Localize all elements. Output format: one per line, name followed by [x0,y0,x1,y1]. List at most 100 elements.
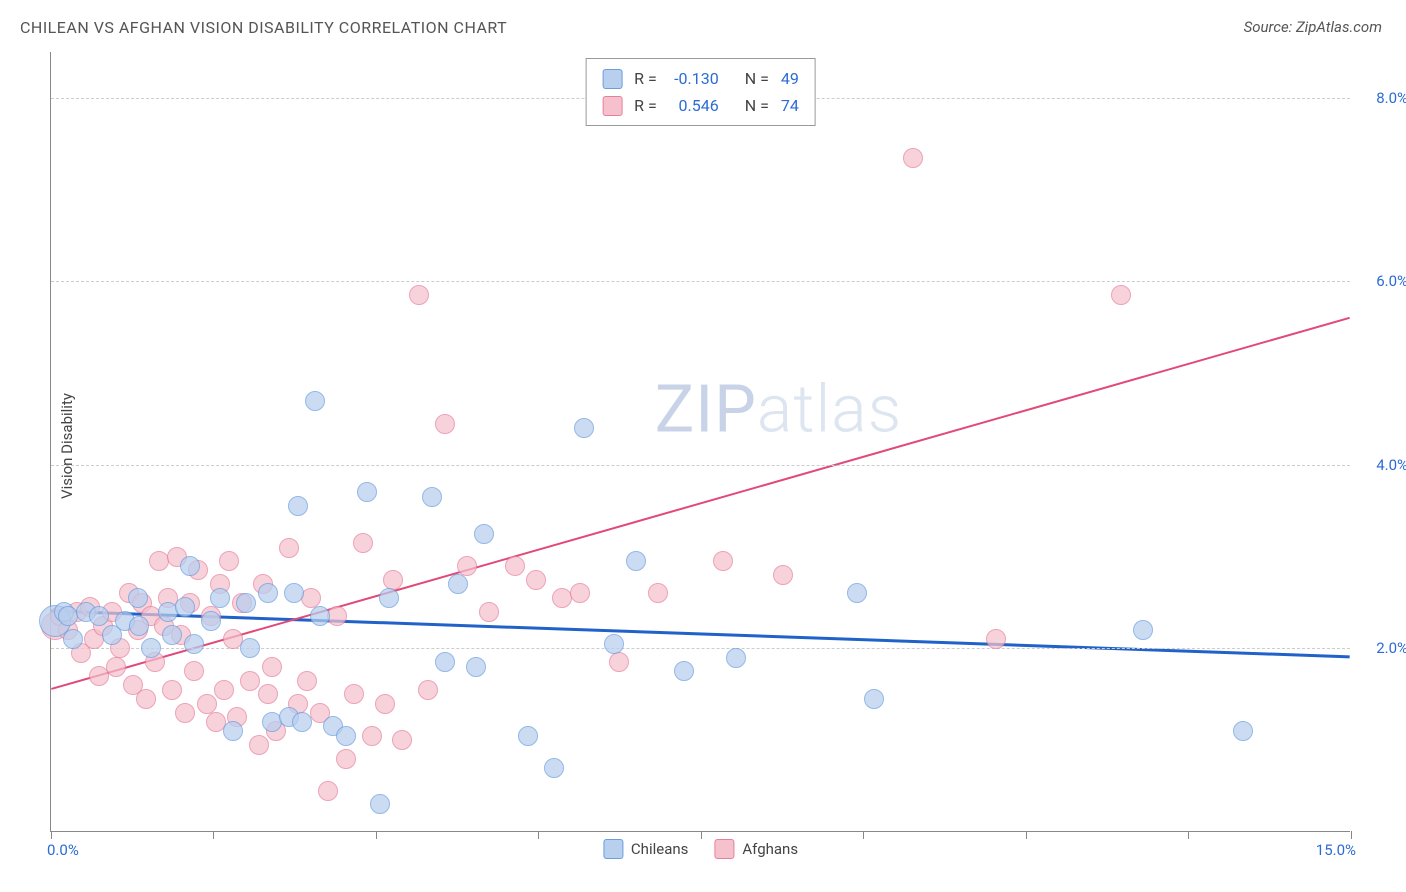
data-point-chileans [292,712,312,732]
data-point-afghans [258,684,278,704]
data-point-chileans [258,583,278,603]
data-point-afghans [903,148,923,168]
data-point-afghans [262,657,282,677]
data-point-afghans [375,694,395,714]
chart-title: CHILEAN VS AFGHAN VISION DISABILITY CORR… [20,18,507,37]
data-point-chileans [357,482,377,502]
y-axis-tick-label: 8.0% [1376,89,1406,107]
x-axis-tick [538,831,539,839]
data-point-chileans [128,588,148,608]
stat-r-label: R = [634,65,657,92]
data-point-afghans [197,694,217,714]
data-point-chileans [1233,721,1253,741]
data-point-afghans [648,583,668,603]
data-point-chileans [448,574,468,594]
data-point-chileans [726,648,746,668]
data-point-afghans [418,680,438,700]
data-point-chileans [210,588,230,608]
data-point-afghans [457,556,477,576]
data-point-afghans [435,414,455,434]
stat-n-value: 49 [781,65,799,92]
x-axis-tick [1351,831,1352,839]
data-point-chileans [240,638,260,658]
data-point-afghans [162,680,182,700]
swatch-icon [602,96,622,116]
x-axis-tick [376,831,377,839]
legend-label: Afghans [742,840,798,858]
legend: Chileans Afghans [603,839,798,859]
y-gridline [51,281,1350,282]
x-axis-tick [213,831,214,839]
data-point-chileans [544,758,564,778]
stat-r-value: 0.546 [665,92,719,119]
data-point-chileans [175,597,195,617]
data-point-afghans [136,689,156,709]
data-point-chileans [466,657,486,677]
data-point-chileans [336,726,356,746]
data-point-afghans [240,671,260,691]
stat-n-value: 74 [781,92,799,119]
data-point-chileans [223,721,243,741]
data-point-chileans [288,496,308,516]
data-point-chileans [574,418,594,438]
data-point-chileans [626,551,646,571]
data-point-afghans [362,726,382,746]
source-label: Source: ZipAtlas.com [1244,18,1382,36]
data-point-afghans [570,583,590,603]
data-point-afghans [219,551,239,571]
x-axis-max-label: 15.0% [1316,841,1356,859]
y-axis-tick-label: 2.0% [1376,639,1406,657]
x-axis-min-label: 0.0% [47,841,79,859]
data-point-afghans [279,538,299,558]
data-point-afghans [318,781,338,801]
legend-item-chileans: Chileans [603,839,688,859]
data-point-chileans [310,606,330,626]
x-axis-tick [1188,831,1189,839]
x-axis-tick [701,831,702,839]
data-point-chileans [370,794,390,814]
data-point-chileans [1133,620,1153,640]
data-point-chileans [305,391,325,411]
data-point-chileans [474,524,494,544]
data-point-chileans [129,616,149,636]
data-point-chileans [201,611,221,631]
swatch-icon [603,839,623,859]
data-point-chileans [180,556,200,576]
y-axis-tick-label: 6.0% [1376,272,1406,290]
data-point-chileans [674,661,694,681]
stats-row-chileans: R = -0.130 N = 49 [602,65,799,92]
data-point-afghans [327,606,347,626]
data-point-afghans [106,657,126,677]
stat-r-value: -0.130 [665,65,719,92]
data-point-afghans [409,285,429,305]
data-point-afghans [301,588,321,608]
stats-row-afghans: R = 0.546 N = 74 [602,92,799,119]
data-point-chileans [184,634,204,654]
y-axis-tick-label: 4.0% [1376,456,1406,474]
data-point-chileans [864,689,884,709]
data-point-chileans [284,583,304,603]
data-point-afghans [214,680,234,700]
data-point-afghans [505,556,525,576]
data-point-chileans [162,625,182,645]
swatch-icon [714,839,734,859]
data-point-afghans [344,684,364,704]
data-point-afghans [479,602,499,622]
stat-n-label: N = [745,65,769,92]
data-point-afghans [336,749,356,769]
plot-area: ZIPatlas 0.0% 15.0% R =-0.130N =49R =0.5… [50,52,1350,832]
stat-r-label: R = [634,92,657,119]
data-point-afghans [609,652,629,672]
x-axis-tick [51,831,52,839]
data-point-chileans [89,606,109,626]
data-point-afghans [353,533,373,553]
data-point-chileans [518,726,538,746]
legend-label: Chileans [631,840,688,858]
legend-item-afghans: Afghans [714,839,798,859]
data-point-chileans [379,588,399,608]
data-point-afghans [1111,285,1131,305]
data-point-chileans [847,583,867,603]
data-point-afghans [249,735,269,755]
data-point-afghans [773,565,793,585]
stat-n-label: N = [745,92,769,119]
